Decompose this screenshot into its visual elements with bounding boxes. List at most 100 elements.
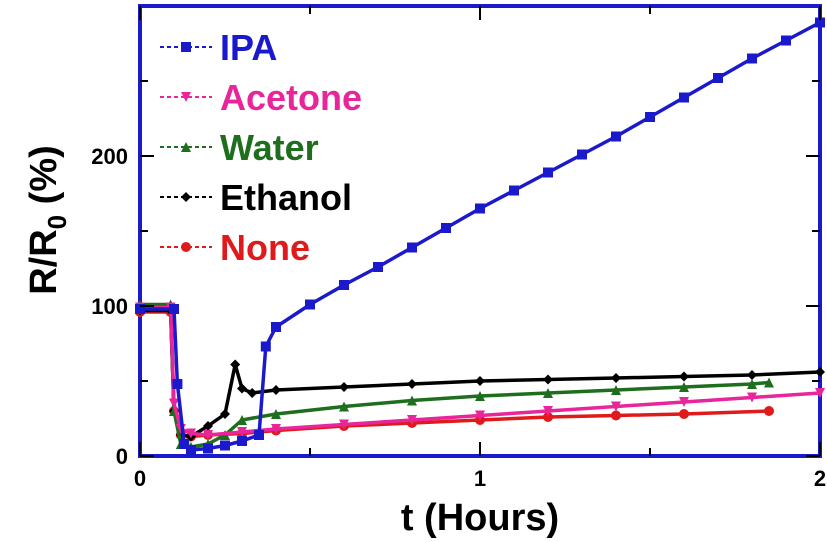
legend-marker [181,192,191,202]
data-point-ipa [220,440,230,451]
data-point-ethanol [203,421,213,431]
legend-label: Acetone [220,77,362,118]
data-point-ipa [271,322,281,332]
legend-marker [181,92,191,102]
data-point-ethanol [230,359,241,370]
legend-item-acetone: Acetone [160,77,362,118]
data-point-ethanol [611,373,621,383]
data-point-ethanol [747,370,757,380]
x-tick-label: 0 [134,466,146,491]
data-point-ipa [577,149,587,160]
data-point-acetone [186,428,196,439]
data-point-ipa [645,112,655,122]
data-point-water [747,379,757,389]
data-point-water [543,388,553,398]
data-point-acetone [407,415,417,425]
legend-label: None [220,227,310,268]
data-point-ipa [339,280,349,290]
legend-marker [181,142,191,152]
data-point-ipa [305,299,315,310]
data-point-ipa [781,35,791,46]
data-point-ipa [407,242,417,253]
data-point-acetone [271,424,281,434]
data-point-ethanol [237,383,247,394]
tick-labels: 0 1 2 0 100 200 [91,144,826,491]
x-tick-label: 1 [474,466,486,491]
x-axis-title: t (Hours) [401,497,559,539]
data-point-water [339,401,349,412]
data-point-ipa [172,379,183,389]
data-point-none [764,406,774,416]
legend: IPA Acetone Water Ethanol None [160,27,362,268]
data-point-ethanol [475,376,485,386]
series-ipa [135,17,825,455]
data-point-ipa [179,439,190,449]
data-point-none [611,410,621,421]
y-tick-label: 0 [116,444,128,469]
ticks-layer [139,6,821,457]
data-point-ipa [441,223,451,233]
legend-marker [181,42,191,52]
data-point-ipa [237,436,247,446]
legend-label: Ethanol [220,177,352,218]
x-tick-label: 2 [814,466,826,491]
data-point-acetone [611,401,621,412]
legend-item-none: None [160,227,310,268]
data-point-water [679,382,689,392]
y-axis-title-main: R/R [23,229,65,294]
legend-label: IPA [220,27,277,68]
data-point-acetone [475,410,485,421]
data-point-ethanol [543,374,553,385]
data-point-acetone [815,388,825,398]
svg-text:R/R0 (%): R/R0 (%) [23,145,72,295]
legend-label: Water [220,127,319,168]
series-acetone [135,302,825,440]
series-layer [135,17,825,455]
legend-item-ethanol: Ethanol [160,177,352,218]
legend-marker [181,242,191,252]
data-point-water [407,395,417,406]
data-point-acetone [237,427,247,437]
data-point-acetone [339,419,349,430]
data-point-ipa [713,73,723,83]
data-point-ethanol [679,371,689,382]
series-line-acetone [140,305,821,437]
data-point-acetone [747,392,757,403]
data-point-ipa [260,341,271,352]
data-point-water [237,415,247,425]
data-point-acetone [203,430,213,440]
data-point-none [543,412,553,422]
data-point-none [679,409,689,419]
data-point-acetone [169,398,179,409]
data-point-water [611,385,621,395]
data-point-ipa [611,131,621,142]
data-point-acetone [679,397,689,407]
data-point-ipa [373,262,383,272]
data-point-ethanol [407,379,417,389]
data-point-ipa [254,430,264,440]
data-point-water [271,409,281,419]
data-point-ipa [815,17,825,28]
data-point-water [475,391,485,401]
data-point-acetone [543,406,553,416]
y-axis-title-subscript: 0 [42,215,72,229]
series-none [135,307,774,442]
data-point-ethanol [247,388,258,398]
data-point-ethanol [220,409,230,419]
data-point-ipa [543,167,553,178]
data-point-ipa [747,53,757,64]
y-axis-title-unit: (%) [23,145,65,215]
data-point-ethanol [271,385,281,395]
data-point-ethanol [339,382,349,392]
data-point-water [764,377,774,388]
data-point-ipa [203,443,213,454]
data-point-ipa [679,92,689,103]
y-axis-title: R/R0 (%) [23,145,72,295]
data-point-ipa [186,445,196,455]
data-point-ipa [169,304,179,314]
legend-item-water: Water [160,127,319,168]
data-point-ipa [135,304,145,314]
y-tick-label: 100 [91,294,128,319]
y-tick-label: 200 [91,144,128,169]
